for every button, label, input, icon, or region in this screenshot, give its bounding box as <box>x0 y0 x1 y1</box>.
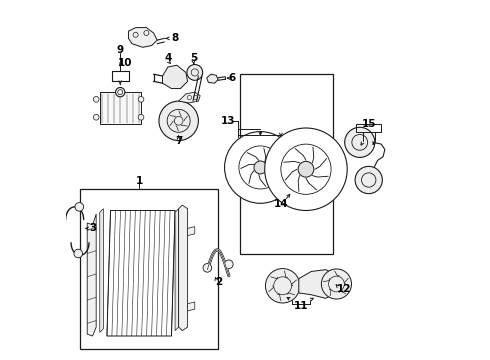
Circle shape <box>138 96 144 102</box>
Polygon shape <box>128 28 157 47</box>
Circle shape <box>93 96 99 102</box>
Circle shape <box>266 269 300 303</box>
Circle shape <box>159 101 198 140</box>
Bar <box>100 92 141 125</box>
Circle shape <box>265 128 347 211</box>
Circle shape <box>93 114 99 120</box>
Text: 3: 3 <box>89 224 96 233</box>
Circle shape <box>116 87 125 97</box>
Polygon shape <box>87 214 96 336</box>
Polygon shape <box>188 302 195 311</box>
Circle shape <box>254 161 267 174</box>
Bar <box>80 189 218 348</box>
Text: 6: 6 <box>228 73 235 83</box>
Text: 14: 14 <box>274 199 289 210</box>
Text: 8: 8 <box>172 33 179 43</box>
Text: 1: 1 <box>136 176 143 186</box>
Circle shape <box>224 132 296 203</box>
Circle shape <box>321 269 351 299</box>
Text: 7: 7 <box>175 136 182 146</box>
Text: 11: 11 <box>294 301 308 311</box>
Circle shape <box>187 64 203 80</box>
Circle shape <box>355 166 382 194</box>
Polygon shape <box>163 65 188 89</box>
Polygon shape <box>188 226 195 235</box>
Circle shape <box>224 260 233 269</box>
Text: 4: 4 <box>164 53 171 63</box>
Circle shape <box>75 203 84 211</box>
Text: 5: 5 <box>190 53 197 63</box>
Text: 12: 12 <box>336 284 351 294</box>
Text: 9: 9 <box>117 45 124 55</box>
Polygon shape <box>179 205 188 330</box>
Circle shape <box>344 127 375 157</box>
Text: 10: 10 <box>118 58 132 68</box>
Polygon shape <box>179 92 200 103</box>
Polygon shape <box>175 209 179 330</box>
Circle shape <box>138 114 144 120</box>
Polygon shape <box>299 270 340 298</box>
Bar <box>112 71 129 81</box>
Circle shape <box>203 264 212 272</box>
Circle shape <box>74 249 82 258</box>
Bar <box>240 74 333 253</box>
Polygon shape <box>207 74 218 83</box>
Polygon shape <box>100 209 103 332</box>
Text: 13: 13 <box>221 116 236 126</box>
Circle shape <box>298 161 314 177</box>
Text: 2: 2 <box>215 277 222 287</box>
Bar <box>356 124 381 132</box>
Text: 15: 15 <box>362 120 376 129</box>
